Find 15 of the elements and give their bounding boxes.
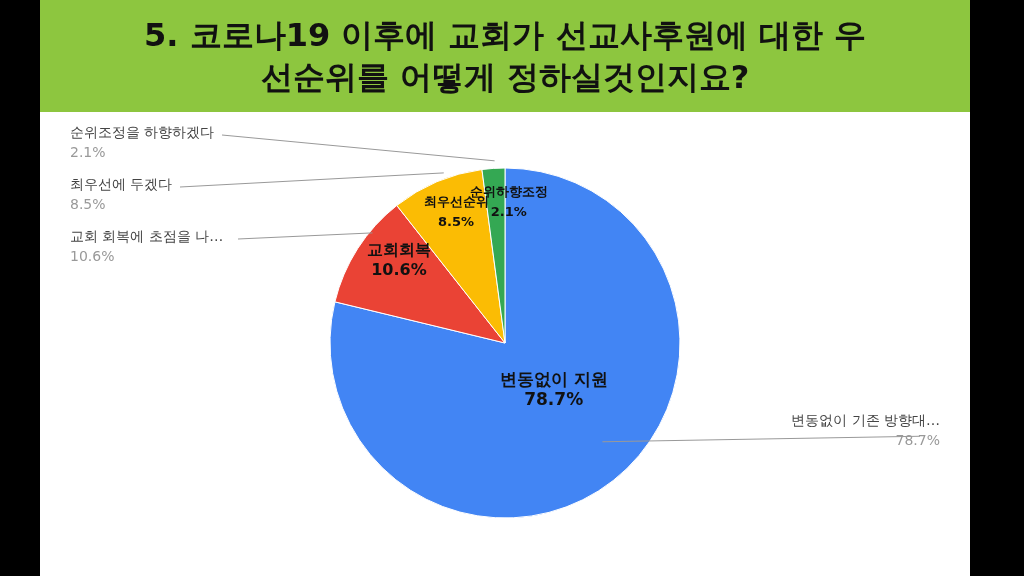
slice-label: 변동없이 기존 방향대… [791,412,940,429]
chart-title: 5. 코로나19 이후에 교회가 선교사후원에 대한 우선순위를 어떻게 정하실것인지요? [40,0,970,112]
text: 교회회복 [366,239,431,259]
text: 10.6% [70,248,115,264]
data-label: 8.5% [437,213,475,229]
slice-label: 순위조정을 하향하겠다 [70,124,215,140]
data-label: 10.6% [371,259,427,279]
text: 변동없이 지원 [499,368,608,389]
pie-slice [329,167,681,519]
slice-label: 최우선에 두겠다 [70,176,173,192]
text: 2.1% [70,144,106,160]
text: 78.7% [895,432,940,449]
slice-label: 교회 회복에 초점을 나… [70,228,224,244]
data-label: 78.7% [524,388,584,409]
text: 8.5% [70,196,106,212]
